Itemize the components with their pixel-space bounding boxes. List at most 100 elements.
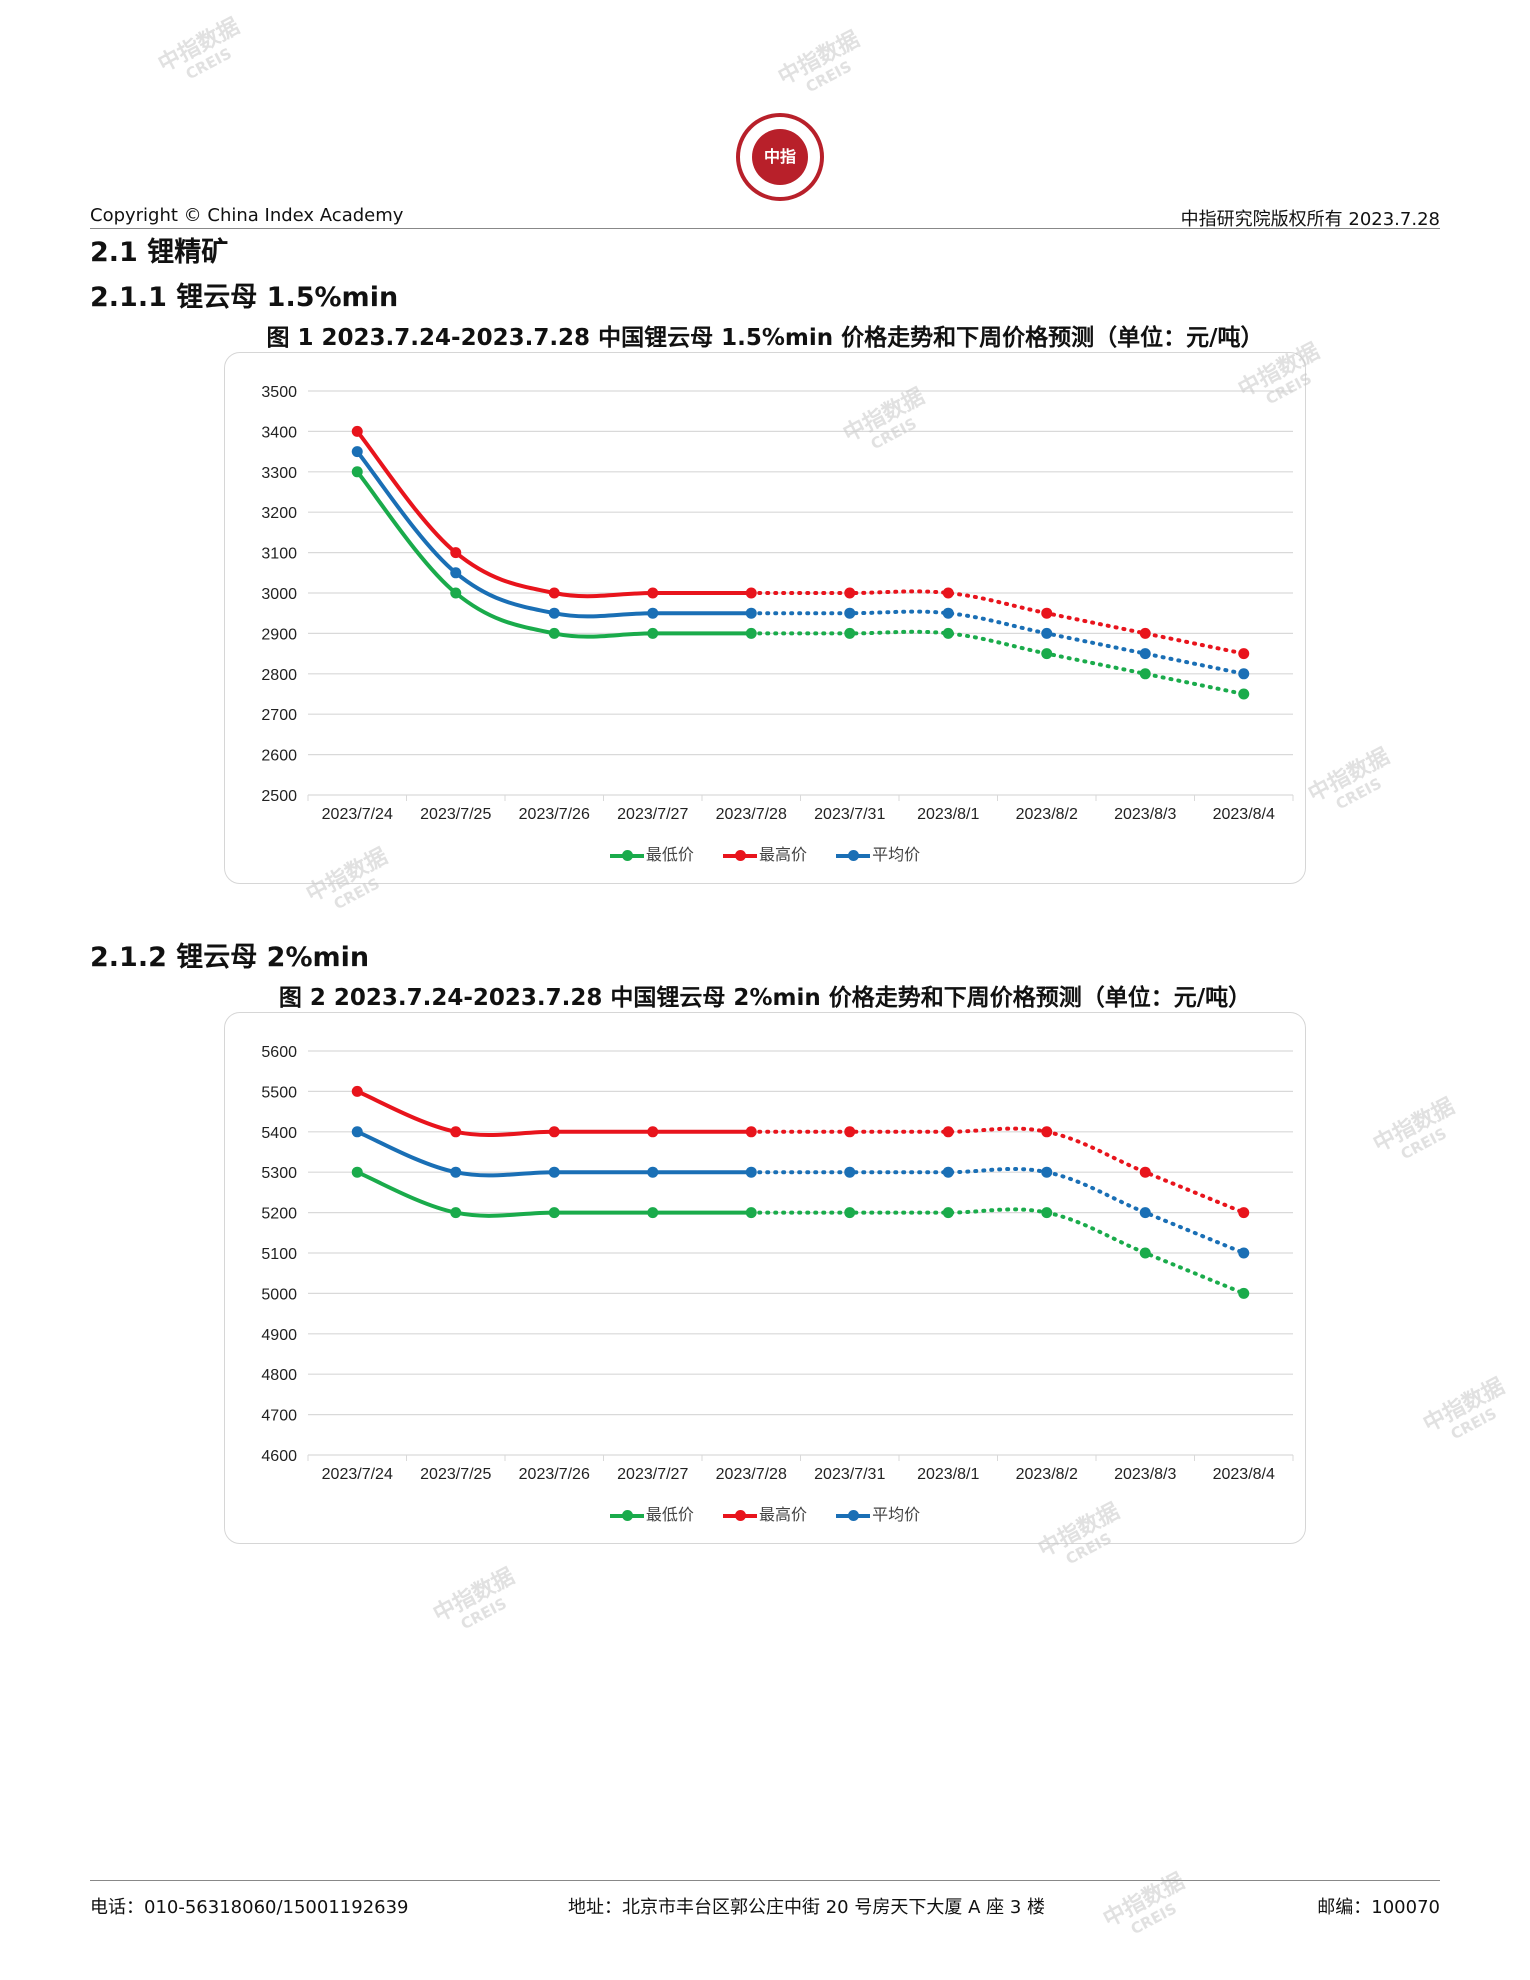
data-point-high xyxy=(942,1126,954,1138)
data-point-high xyxy=(450,1126,462,1138)
data-point-avg xyxy=(942,1166,954,1178)
series-forecast-line-high xyxy=(749,1126,1246,1215)
data-point-low xyxy=(1139,668,1151,680)
data-point-avg xyxy=(1139,648,1151,660)
watermark: 中指数据 CREIS xyxy=(774,27,864,97)
y-tick-label: 4900 xyxy=(261,1327,297,1344)
x-tick-label: 2023/7/25 xyxy=(420,806,491,823)
watermark: 中指数据 CREIS xyxy=(1369,1094,1459,1164)
series-forecast-line-low xyxy=(749,1207,1246,1296)
legend-label-high: 最高价 xyxy=(758,845,807,864)
figure-2-title: 图 2 2023.7.24-2023.7.28 中国锂云母 2%min 价格走势… xyxy=(278,985,1252,1011)
y-tick-label: 3200 xyxy=(261,505,297,522)
legend-label-avg: 平均价 xyxy=(872,1505,921,1524)
legend-swatch-avg xyxy=(836,849,871,861)
x-tick-label: 2023/7/24 xyxy=(322,1466,393,1483)
data-point-avg xyxy=(745,1166,757,1178)
y-tick-label: 5400 xyxy=(261,1125,297,1142)
data-point-low xyxy=(548,627,560,639)
data-point-avg xyxy=(1139,1207,1151,1219)
data-point-low xyxy=(844,627,856,639)
data-point-low xyxy=(745,627,757,639)
y-tick-label: 2900 xyxy=(261,626,297,643)
x-tick-label: 2023/8/1 xyxy=(917,1466,979,1483)
y-tick-label: 3300 xyxy=(261,465,297,482)
x-tick-label: 2023/7/26 xyxy=(519,1466,590,1483)
figure-1-title: 图 1 2023.7.24-2023.7.28 中国锂云母 1.5%min 价格… xyxy=(266,325,1264,351)
data-point-low xyxy=(942,1207,954,1219)
x-tick-label: 2023/7/24 xyxy=(322,806,393,823)
data-point-high xyxy=(351,1085,363,1097)
data-point-low xyxy=(450,587,462,599)
y-tick-label: 3400 xyxy=(261,424,297,441)
watermark: 中指数据 CREIS xyxy=(429,1564,519,1634)
chart-1: 3500 3400 3300 3200 3100 3000 2900 2800 2700 2600… xyxy=(224,352,1306,884)
x-tick-label: 2023/7/27 xyxy=(617,806,688,823)
x-tick-label: 2023/7/25 xyxy=(420,1466,491,1483)
footer-address: 地址：北京市丰台区郭公庄中街 20 号房天下大厦 A 座 3 楼 xyxy=(568,1897,1045,1918)
y-tick-label: 3000 xyxy=(261,586,297,603)
data-point-high xyxy=(1238,648,1250,660)
y-tick-label: 2500 xyxy=(261,788,297,805)
x-tick-label: 2023/8/4 xyxy=(1213,1466,1275,1483)
x-tick-label: 2023/7/31 xyxy=(814,1466,885,1483)
legend-item-high: 最高价 xyxy=(722,841,807,865)
data-point-high xyxy=(942,587,954,599)
y-tick-label: 3500 xyxy=(261,384,297,401)
data-point-high xyxy=(450,547,462,559)
data-point-low xyxy=(450,1207,462,1219)
data-point-avg xyxy=(1238,1247,1250,1259)
header-divider xyxy=(90,228,1440,229)
data-point-high xyxy=(844,1126,856,1138)
y-tick-label: 5500 xyxy=(261,1084,297,1101)
legend-swatch-low xyxy=(609,849,644,861)
x-tick-label: 2023/8/4 xyxy=(1213,806,1275,823)
data-point-low xyxy=(1139,1247,1151,1259)
data-point-avg xyxy=(351,1126,363,1138)
data-point-high xyxy=(1238,1207,1250,1219)
chart-2: 5600 5500 5400 5300 5200 5100 5000 4900 4800 4700… xyxy=(224,1012,1306,1544)
data-point-high xyxy=(351,425,363,437)
series-forecast-line-avg xyxy=(749,609,1246,676)
logo-text: 中指 xyxy=(764,147,796,166)
subsection-title-1: 2.1.1 锂云母 1.5%min xyxy=(90,282,399,313)
x-tick-label: 2023/7/28 xyxy=(716,806,787,823)
series-forecast-line-high xyxy=(749,589,1246,656)
data-point-avg xyxy=(844,607,856,619)
y-tick-label: 2700 xyxy=(261,707,297,724)
data-point-low xyxy=(1238,1287,1250,1299)
data-point-high xyxy=(1139,627,1151,639)
legend-swatch-high xyxy=(722,849,757,861)
watermark: 中指数据 CREIS xyxy=(154,14,244,84)
chart-1-plot: 3500 3400 3300 3200 3100 3000 2900 2800 2700 2600… xyxy=(261,384,1294,823)
data-point-high xyxy=(1041,607,1053,619)
y-tick-label: 5600 xyxy=(261,1044,297,1061)
legend-swatch-avg xyxy=(836,1509,871,1521)
footer-zip: 邮编：100070 xyxy=(1317,1897,1440,1918)
china-index-academy-logo: 中指 xyxy=(736,113,824,201)
section-title: 2.1 锂精矿 xyxy=(90,237,229,268)
legend-swatch-high xyxy=(722,1509,757,1521)
y-tick-label: 4800 xyxy=(261,1367,297,1384)
x-tick-label: 2023/8/3 xyxy=(1114,806,1176,823)
y-tick-label: 4700 xyxy=(261,1408,297,1425)
legend-label-high: 最高价 xyxy=(758,1505,807,1524)
legend-label-low: 最低价 xyxy=(645,1505,694,1524)
data-point-high xyxy=(647,1126,659,1138)
data-point-high xyxy=(1041,1126,1053,1138)
data-point-high xyxy=(844,587,856,599)
legend-label-avg: 平均价 xyxy=(872,845,921,864)
data-point-high xyxy=(548,1126,560,1138)
data-point-low xyxy=(548,1207,560,1219)
subsection-title-2: 2.1.2 锂云母 2%min xyxy=(90,942,370,973)
y-tick-label: 5000 xyxy=(261,1286,297,1303)
data-point-avg xyxy=(745,607,757,619)
chart-2-plot: 5600 5500 5400 5300 5200 5100 5000 4900 4800 4700… xyxy=(261,1044,1294,1483)
data-point-avg xyxy=(450,567,462,579)
footer-divider xyxy=(90,1880,1440,1881)
data-point-avg xyxy=(1041,1166,1053,1178)
data-point-avg xyxy=(942,607,954,619)
data-point-low xyxy=(647,627,659,639)
data-point-avg xyxy=(351,446,363,458)
x-tick-label: 2023/7/26 xyxy=(519,806,590,823)
